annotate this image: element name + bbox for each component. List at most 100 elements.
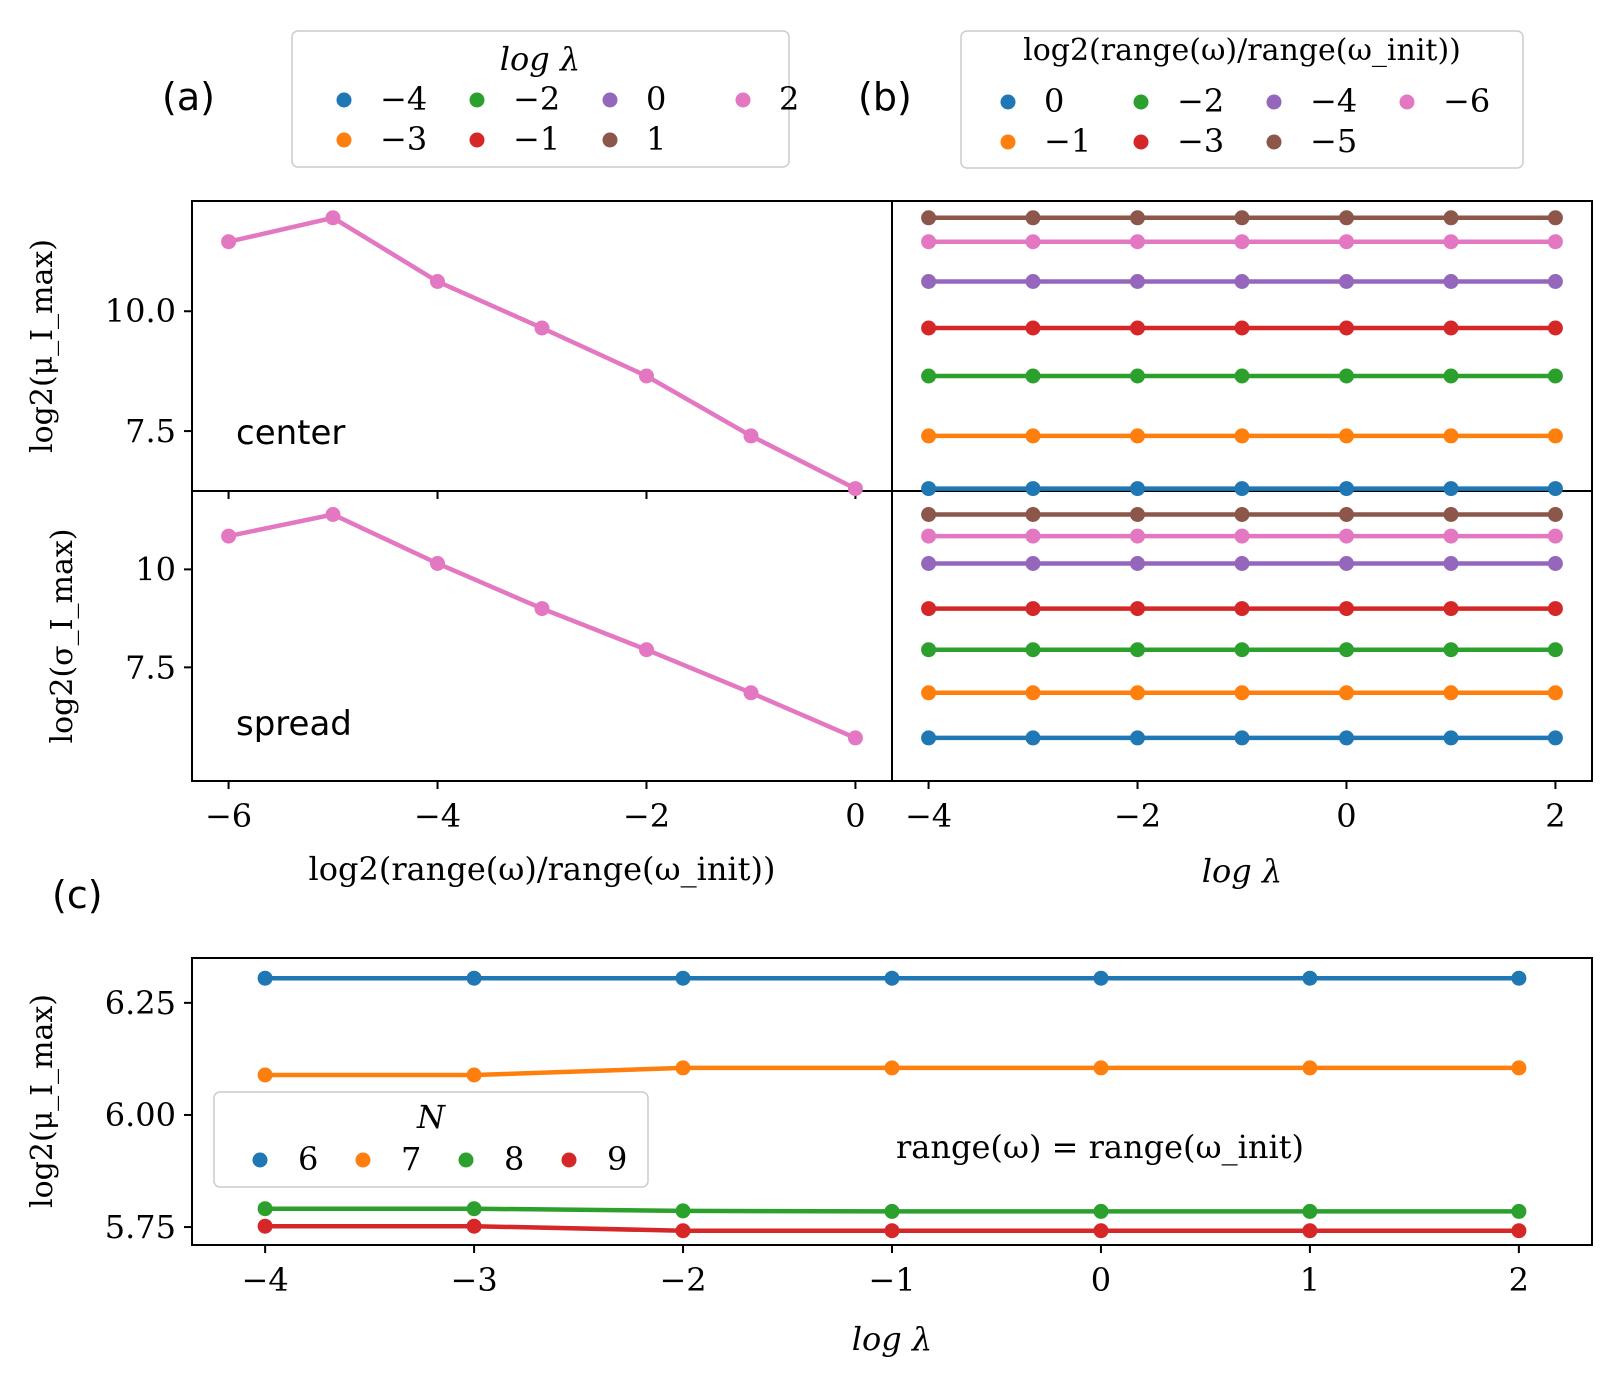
- data-point-b-center-3-6: [1547, 320, 1563, 336]
- legend-label-legend_a-1: −3: [380, 120, 427, 158]
- annotation-spread: spread: [236, 704, 352, 744]
- data-point-b-center-5-5: [1443, 210, 1459, 226]
- legend-a: log λ −4−3 −2−1 01 2: [291, 30, 799, 168]
- data-point-a-spread-0-0: [221, 528, 237, 544]
- axis-label-b-x: log λ: [1202, 852, 1282, 890]
- data-point-c-0-2: [675, 970, 691, 986]
- data-point-b-center-6-3: [1234, 234, 1250, 250]
- data-point-a-spread-0-6: [847, 730, 863, 746]
- data-point-b-spread-6-4: [1339, 528, 1354, 544]
- data-point-c-3-3: [884, 1223, 900, 1239]
- xtick-label-c-2: −2: [659, 1261, 706, 1299]
- data-point-a-center-0-3: [534, 320, 550, 336]
- data-point-b-center-6-0: [921, 234, 937, 250]
- data-point-b-center-3-1: [1025, 320, 1041, 336]
- data-point-b-center-1-1: [1025, 428, 1041, 444]
- data-point-c-1-1: [466, 1067, 482, 1083]
- xtick-label-b-spread-0: −4: [905, 797, 952, 835]
- data-point-b-center-0-2: [1130, 481, 1145, 497]
- data-point-b-center-4-1: [1025, 274, 1041, 289]
- legend-marker-legend_b-4: [1266, 94, 1282, 110]
- data-point-b-center-4-5: [1443, 274, 1459, 289]
- data-point-b-spread-1-0: [921, 685, 937, 701]
- series-layer: [221, 210, 1563, 1239]
- data-point-b-center-0-6: [1547, 481, 1563, 497]
- legend-marker-legend_a-2: [469, 92, 485, 108]
- data-point-b-spread-2-5: [1443, 642, 1459, 658]
- data-point-c-3-0: [257, 1218, 273, 1234]
- legend-label-legend_b-6: −6: [1443, 82, 1490, 120]
- legend-marker-legend_c-2: [458, 1152, 474, 1168]
- legend-b: log2(range(ω)/range(ω_init)) 0−1 −2−3 −4−5…: [960, 30, 1524, 169]
- data-point-b-spread-5-4: [1339, 507, 1354, 522]
- data-point-c-2-0: [257, 1201, 273, 1217]
- legend-label-legend_b-0: 0: [1044, 82, 1064, 120]
- data-point-c-0-4: [1093, 970, 1109, 986]
- data-point-c-3-5: [1302, 1223, 1318, 1239]
- data-point-b-center-2-0: [921, 368, 937, 384]
- data-point-b-center-0-5: [1443, 481, 1459, 497]
- legend-marker-legend_c-0: [252, 1152, 268, 1168]
- data-point-a-center-0-0: [221, 234, 237, 250]
- legend-label-legend_a-6: 2: [779, 80, 799, 118]
- data-point-b-center-6-6: [1547, 234, 1563, 250]
- data-point-b-spread-4-3: [1234, 556, 1250, 571]
- data-point-a-spread-0-1: [325, 507, 341, 522]
- legend-marker-legend_b-3: [1133, 134, 1149, 150]
- axis-label-a-center-y: log2(μ_I_max): [25, 239, 60, 453]
- xtick-label-b-spread-2: 0: [1336, 797, 1356, 835]
- panel-label-a: (a): [162, 75, 215, 119]
- data-point-b-center-4-6: [1547, 274, 1563, 289]
- data-point-b-center-1-2: [1130, 428, 1145, 444]
- legend-label-legend_a-3: −1: [513, 120, 560, 158]
- ytick-label-c-1: 6.00: [105, 1096, 176, 1134]
- data-point-b-center-3-2: [1130, 320, 1145, 336]
- data-point-c-3-4: [1093, 1223, 1109, 1239]
- data-point-b-spread-0-2: [1130, 730, 1145, 746]
- data-point-b-spread-4-5: [1443, 556, 1459, 571]
- data-point-b-spread-6-6: [1547, 528, 1563, 544]
- legend-marker-legend_b-1: [1000, 134, 1016, 150]
- legend-label-legend_b-2: −2: [1177, 82, 1224, 120]
- data-point-b-center-3-3: [1234, 320, 1250, 336]
- data-point-c-1-3: [884, 1060, 900, 1076]
- data-point-b-spread-6-2: [1130, 528, 1145, 544]
- annotation-c-note: range(ω) = range(ω_init): [896, 1128, 1304, 1166]
- data-point-b-center-4-2: [1130, 274, 1145, 289]
- legend-marker-legend_a-3: [469, 132, 485, 148]
- data-point-c-1-4: [1093, 1060, 1109, 1076]
- legend-label-legend_a-5: 1: [646, 120, 666, 158]
- data-point-b-spread-2-6: [1547, 642, 1563, 658]
- data-point-b-spread-1-6: [1547, 685, 1563, 701]
- data-point-b-spread-5-5: [1443, 507, 1459, 522]
- legend-label-legend_a-0: −4: [380, 80, 427, 118]
- data-point-b-center-3-0: [921, 320, 937, 336]
- xtick-label-c-0: −4: [242, 1261, 289, 1299]
- data-point-a-center-0-6: [847, 481, 863, 497]
- data-point-a-center-0-5: [743, 428, 759, 444]
- xtick-label-b-spread-3: 2: [1545, 797, 1565, 835]
- data-point-b-spread-0-1: [1025, 730, 1041, 746]
- legend-label-legend_b-1: −1: [1044, 122, 1091, 160]
- data-point-b-spread-3-4: [1339, 601, 1354, 617]
- legend-marker-legend_a-1: [336, 132, 352, 148]
- xtick-label-c-4: 0: [1091, 1261, 1111, 1299]
- data-point-b-spread-5-2: [1130, 507, 1145, 522]
- legend-label-legend_c-0: 6: [298, 1140, 318, 1178]
- legend-a-frame: [291, 30, 790, 168]
- data-point-b-spread-0-3: [1234, 730, 1250, 746]
- data-point-b-spread-2-2: [1130, 642, 1145, 658]
- data-point-a-spread-0-5: [743, 685, 759, 701]
- data-point-b-center-1-6: [1547, 428, 1563, 444]
- legend-label-legend_c-2: 8: [504, 1140, 524, 1178]
- axis-label-c-x: log λ: [852, 1320, 932, 1358]
- legend-marker-legend_c-1: [355, 1152, 371, 1168]
- legend-c-frame: [213, 1091, 649, 1188]
- data-point-a-center-0-4: [639, 368, 654, 384]
- data-point-c-2-5: [1302, 1203, 1318, 1219]
- data-point-b-spread-6-1: [1025, 528, 1041, 544]
- data-point-b-center-6-4: [1339, 234, 1354, 250]
- data-point-a-spread-0-2: [430, 556, 445, 571]
- data-point-b-center-0-0: [921, 481, 937, 497]
